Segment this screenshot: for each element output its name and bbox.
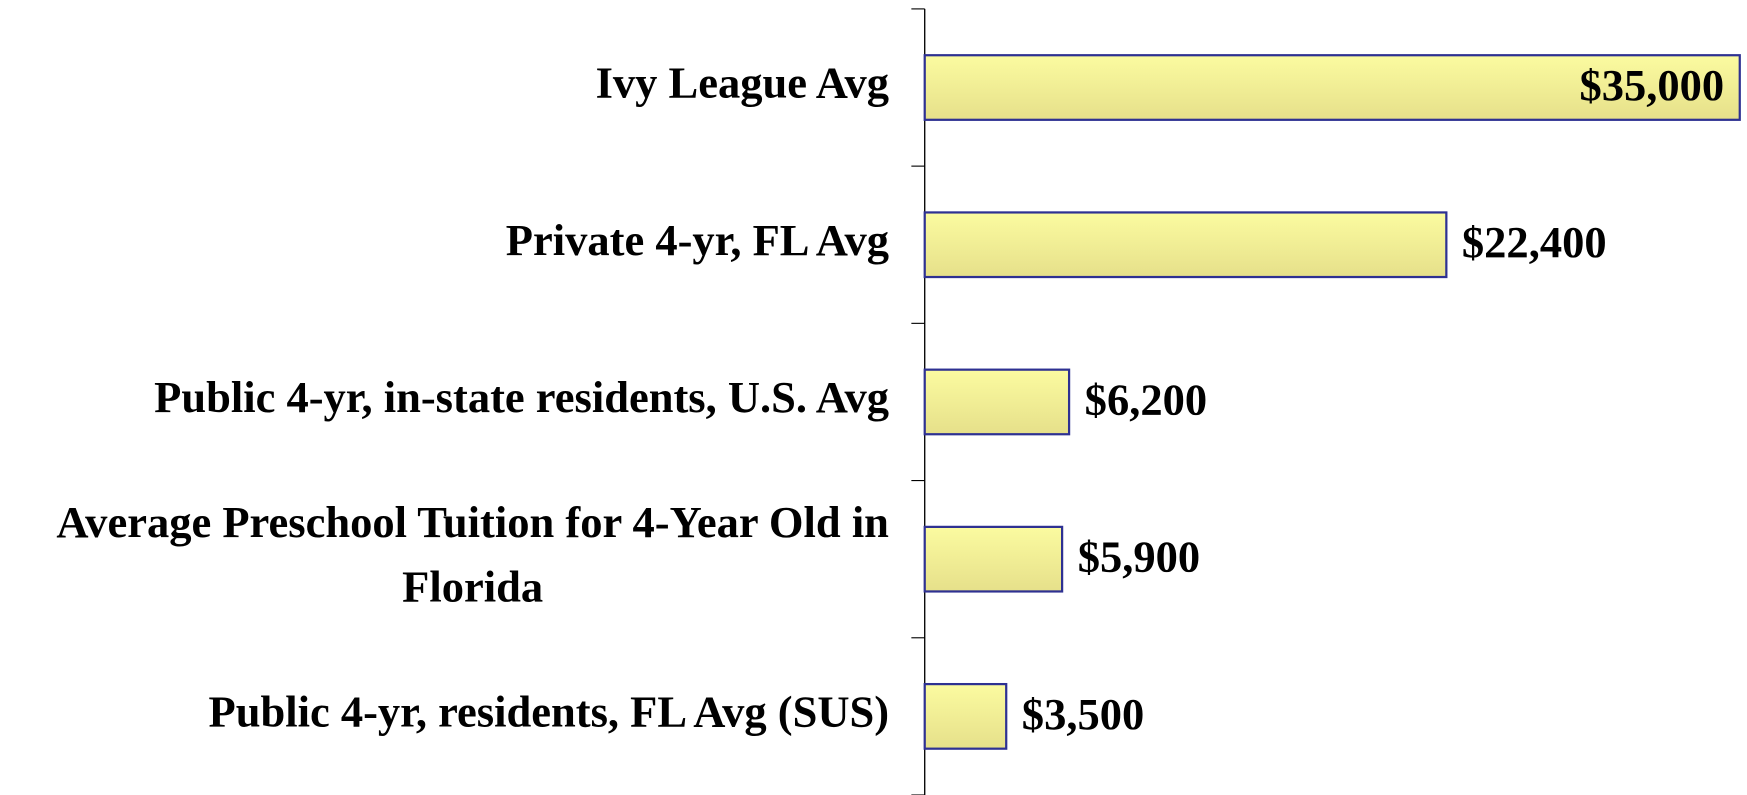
category-label: Public 4-yr, residents, FL Avg (SUS) <box>209 687 890 737</box>
bar <box>923 54 1741 121</box>
category-label: Ivy League Avg <box>596 58 889 108</box>
category-label: Private 4-yr, FL Avg <box>506 215 889 265</box>
bar <box>923 682 1008 750</box>
bar <box>923 211 1448 279</box>
category-label: Average Preschool Tuition for 4-Year Old… <box>56 497 889 612</box>
value-label: $35,000 <box>1579 60 1724 110</box>
category-label: Public 4-yr, in-state residents, U.S. Av… <box>154 372 889 422</box>
bar <box>923 368 1071 436</box>
value-label: $5,900 <box>1078 532 1200 582</box>
value-label: $6,200 <box>1085 374 1207 424</box>
value-label: $22,400 <box>1462 217 1607 267</box>
value-label: $3,500 <box>1022 689 1144 739</box>
bar <box>923 525 1064 593</box>
